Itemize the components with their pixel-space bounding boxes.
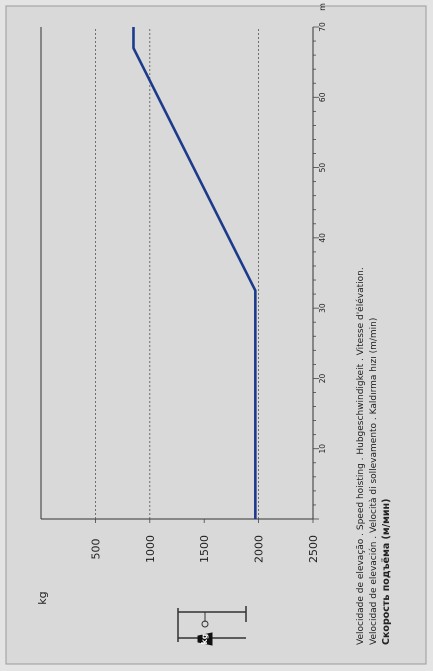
icon-weight-label: kg (200, 633, 209, 644)
speed-tick-label-10: 10 (318, 444, 327, 454)
speed-tick-label-30: 30 (318, 303, 327, 313)
speed-axis-caption-line-3: Скорость подъёма (м/мин) (381, 499, 392, 645)
speed-axis-caption-line-2: Velocidad de elevación . Velocità di sol… (368, 318, 379, 645)
speed-tick-label-40: 40 (318, 233, 327, 243)
load-axis-label: kg (36, 591, 49, 604)
speed-tick-label-50: 50 (318, 163, 327, 173)
load-tick-label-500: 500 (89, 539, 102, 560)
speed-tick-label-70: 70 (318, 22, 327, 32)
speed-tick-label-20: 20 (318, 373, 327, 383)
speed-axis-caption-line-1: Velocidade de elevação . Speed hoisting … (355, 267, 366, 645)
load-tick-label-1000: 1000 (144, 535, 157, 563)
speed-unit-label: m (318, 3, 327, 11)
speed-tick-label-60: 60 (318, 92, 327, 102)
plot-area: 10 20 30 40 50 60 70 m 500 1000 1500 2000 2500 kg Velo… (36, 3, 392, 645)
panel-border (5, 5, 427, 665)
load-tick-label-2500: 2500 (307, 535, 320, 563)
hoist-weight-icon: kg (177, 606, 247, 646)
load-curve-line (132, 27, 257, 519)
load-tick-label-1500: 1500 (198, 535, 211, 563)
load-tick-label-2000: 2000 (253, 535, 266, 563)
